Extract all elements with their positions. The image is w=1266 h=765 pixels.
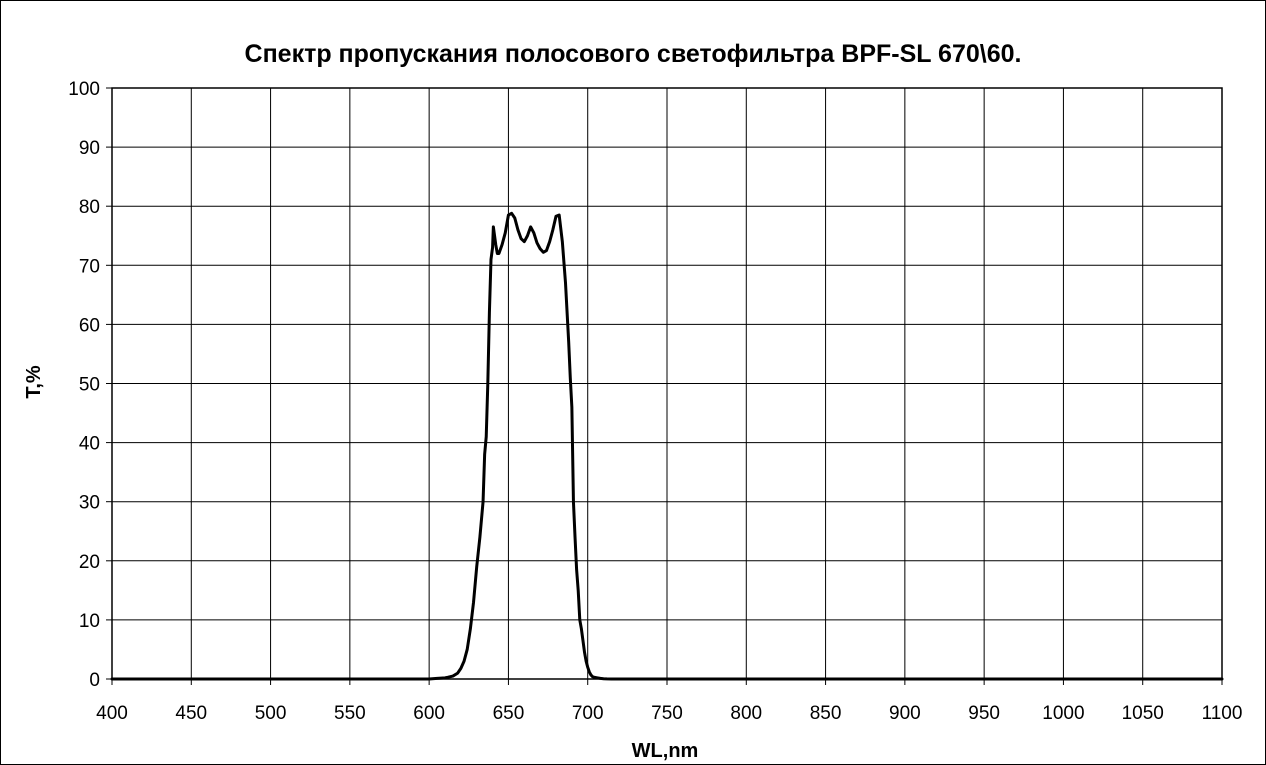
y-tick-label: 0: [89, 670, 100, 691]
y-tick-label: 50: [79, 375, 100, 396]
grid: [111, 87, 1223, 680]
y-tick-label: 30: [79, 493, 100, 514]
x-tick-label: 850: [810, 703, 842, 724]
y-tick-label: 20: [79, 552, 100, 573]
x-tick-label: 900: [889, 703, 921, 724]
y-tick-label: 80: [79, 197, 100, 218]
x-tick-label: 650: [493, 703, 525, 724]
x-tick-label: 500: [255, 703, 287, 724]
x-axis-title: WL,nm: [632, 740, 699, 762]
x-tick-label: 750: [651, 703, 683, 724]
x-tick-label: 800: [730, 703, 762, 724]
x-tick-label: 1050: [1122, 703, 1164, 724]
x-tick-label: 550: [334, 703, 366, 724]
x-tick-label: 1100: [1202, 703, 1243, 724]
x-tick-label: 950: [968, 703, 1000, 724]
y-tick-label: 90: [79, 138, 100, 159]
y-tick-label: 70: [79, 256, 100, 277]
series-layer: [110, 211, 1224, 681]
y-tick-label: 60: [79, 315, 100, 336]
x-tick-label: 700: [572, 703, 604, 724]
x-tick-label: 450: [175, 703, 207, 724]
x-tick-label: 600: [413, 703, 445, 724]
y-axis-title: T,%: [23, 365, 45, 399]
y-tick-label: 40: [79, 434, 100, 455]
y-tick-label: 10: [79, 611, 100, 632]
tick-labels: 400 450 500 550 600 650 700 750 800 850 900 950 1000…: [68, 79, 1242, 724]
y-tick-label: 100: [68, 79, 100, 100]
transmission-series-line: [110, 211, 1224, 681]
x-tick-label: 1000: [1042, 703, 1084, 724]
chart-title: Спектр пропускания полосового светофильт…: [245, 40, 1022, 68]
x-tick-label: 400: [96, 703, 128, 724]
